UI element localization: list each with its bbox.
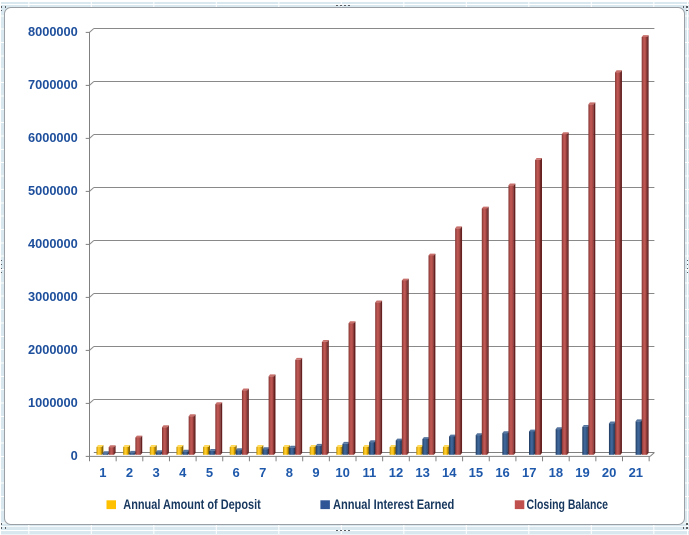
svg-text:18: 18 bbox=[549, 465, 563, 480]
svg-text:7: 7 bbox=[259, 465, 266, 480]
svg-text:12: 12 bbox=[389, 465, 403, 480]
svg-text:5000000: 5000000 bbox=[28, 183, 78, 198]
svg-text:13: 13 bbox=[415, 465, 429, 480]
svg-text:6: 6 bbox=[232, 465, 239, 480]
svg-text:1000000: 1000000 bbox=[28, 395, 78, 410]
svg-text:17: 17 bbox=[522, 465, 536, 480]
svg-text:19: 19 bbox=[575, 465, 589, 480]
svg-text:16: 16 bbox=[495, 465, 509, 480]
svg-text:Annual Amount of Deposit: Annual Amount of Deposit bbox=[123, 497, 261, 512]
svg-text:11: 11 bbox=[362, 465, 376, 480]
svg-text:9: 9 bbox=[312, 465, 319, 480]
svg-text:2: 2 bbox=[126, 465, 133, 480]
svg-text:4000000: 4000000 bbox=[28, 236, 78, 251]
svg-text:21: 21 bbox=[629, 465, 643, 480]
svg-text:15: 15 bbox=[469, 465, 483, 480]
svg-text:5: 5 bbox=[206, 465, 213, 480]
svg-text:20: 20 bbox=[602, 465, 616, 480]
svg-text:8000000: 8000000 bbox=[28, 24, 78, 39]
svg-text:14: 14 bbox=[442, 465, 457, 480]
svg-text:2000000: 2000000 bbox=[28, 342, 78, 357]
svg-text:Closing Balance: Closing Balance bbox=[527, 497, 609, 512]
svg-text:0: 0 bbox=[71, 448, 78, 463]
svg-text:7000000: 7000000 bbox=[28, 77, 78, 92]
svg-text:10: 10 bbox=[335, 465, 349, 480]
svg-text:6000000: 6000000 bbox=[28, 130, 78, 145]
svg-text:3: 3 bbox=[153, 465, 160, 480]
svg-text:4: 4 bbox=[179, 465, 187, 480]
svg-text:Annual Interest Earned: Annual Interest Earned bbox=[333, 497, 454, 512]
svg-text:1: 1 bbox=[99, 465, 106, 480]
svg-text:3000000: 3000000 bbox=[28, 289, 78, 304]
svg-text:8: 8 bbox=[286, 465, 293, 480]
